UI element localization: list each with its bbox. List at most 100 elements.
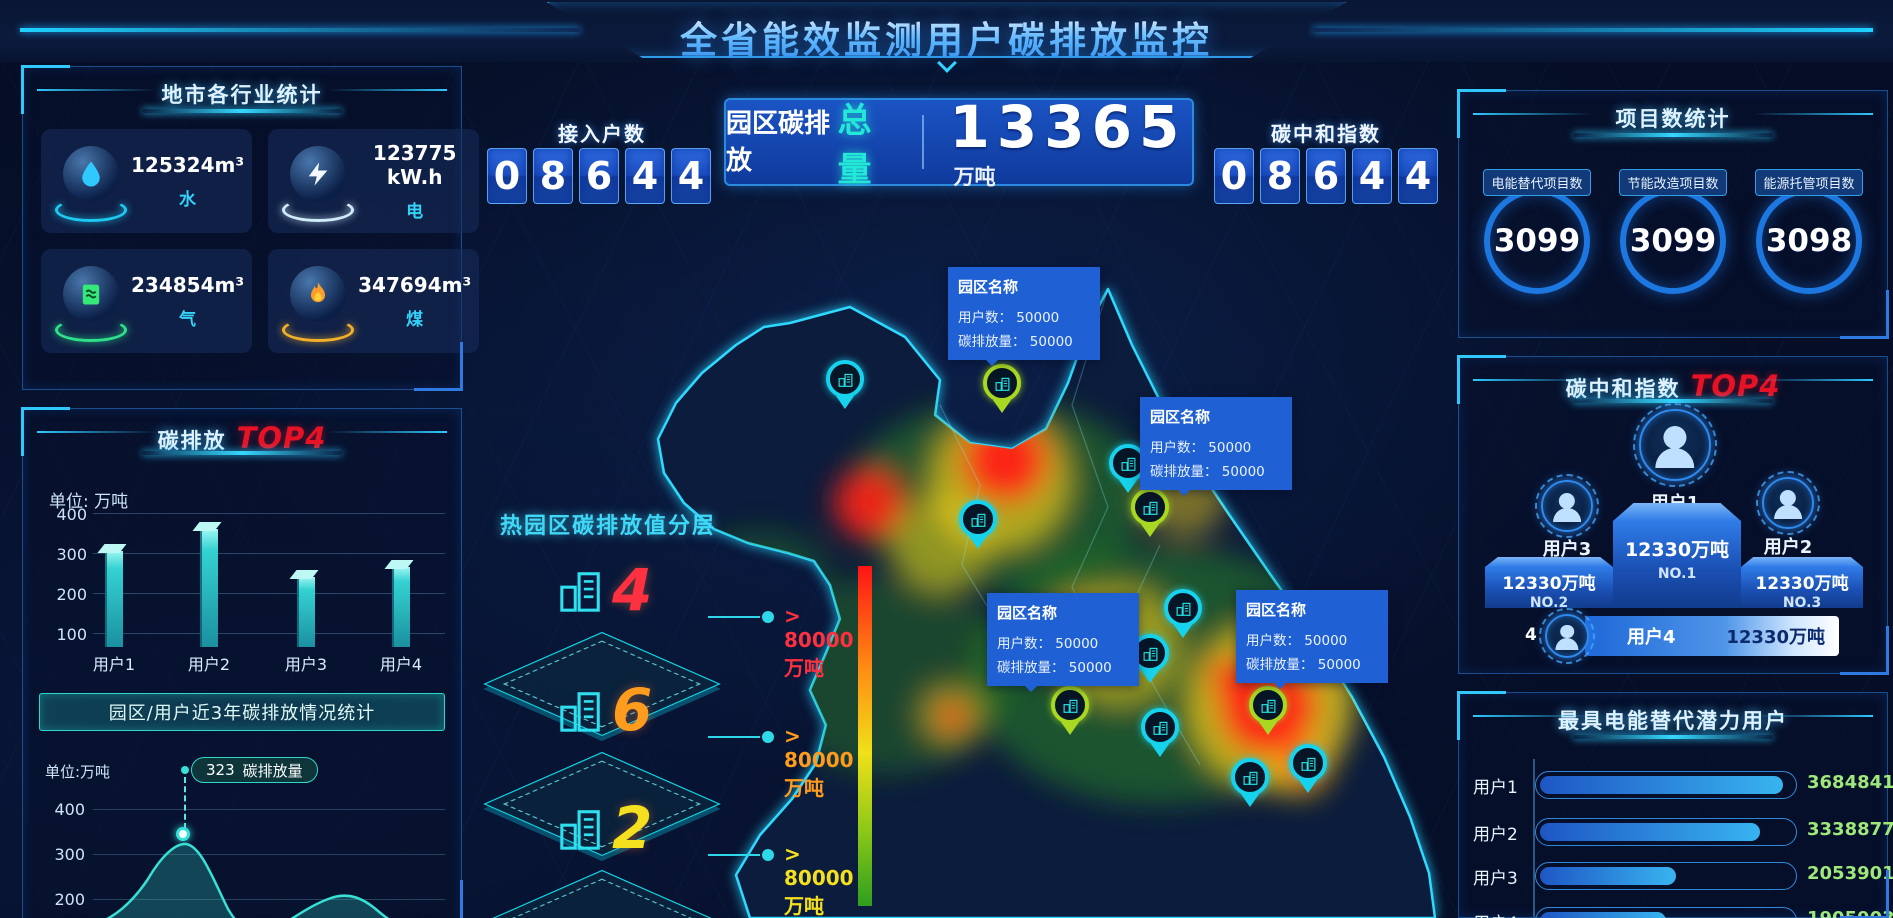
x-label: 用户4 (379, 655, 423, 674)
gridline (93, 593, 445, 594)
rank3-value: 12330万吨 (1755, 574, 1849, 594)
bar-fill (1540, 867, 1676, 885)
y-tick: 200 (56, 585, 87, 604)
water-drop-icon (63, 146, 119, 202)
stat-label: 水 (179, 189, 197, 210)
row-value: 1905903 (1807, 908, 1893, 918)
gridline (93, 854, 445, 855)
layer-count: 4 (612, 556, 653, 624)
y-tick: 400 (54, 800, 85, 819)
potential-row: 用户3 2053901 (1459, 856, 1893, 896)
panel-emission-top4: 碳排放 TOP4 单位: 万吨 400 300 200 100 用户1 用户2 用… (21, 407, 463, 918)
marker-label: 碳排放量 (242, 761, 303, 780)
stat-card-coal: 347694m³ 煤 (268, 249, 480, 353)
x-label: 用户1 (92, 655, 136, 674)
row-value: 3684841 (1807, 772, 1893, 793)
panel-industry-stats: 地市各行业统计 125324m³ 水 123775 kW.h 电 (21, 65, 480, 391)
project-circle: 3099 (1620, 188, 1726, 294)
rank1-value: 12330万吨 (1624, 539, 1730, 561)
bar-chart-unit: 单位: 万吨 (49, 492, 129, 512)
gridline (93, 633, 445, 634)
access-count-digits: 0 8 6 4 4 (487, 148, 711, 204)
y-tick: 100 (56, 625, 87, 644)
history-stats-button[interactable]: 园区/用户近3年碳排放情况统计 (39, 693, 445, 731)
map-pin[interactable] (1131, 488, 1169, 526)
building-icon (558, 568, 604, 618)
layer-count: 2 (612, 794, 653, 862)
rank1-rank: NO.1 (1657, 566, 1697, 582)
map-pin[interactable] (1249, 686, 1287, 724)
project-circle: 3099 (1484, 188, 1590, 294)
divider (921, 115, 924, 169)
park-tooltip: 园区名称 用户数： 50000 碳排放量： 50000 (987, 593, 1139, 692)
park-tooltip: 园区名称 用户数： 50000 碳排放量： 50000 (1236, 590, 1388, 689)
project-stat: 节能改造项目数 3099 (1607, 169, 1739, 294)
potential-row: 用户1 3684841 (1459, 765, 1893, 805)
heat-layer-1: 4 > 80000万吨 (483, 556, 870, 737)
project-value: 3098 (1765, 223, 1853, 259)
area-marker-tooltip: 323 碳排放量 (191, 757, 318, 783)
connector-line (708, 736, 760, 738)
total-prefix: 园区碳排放 (726, 109, 831, 176)
layer-platform (483, 869, 721, 918)
rank4-row: 用户4 12330万吨 (1585, 616, 1839, 656)
stat-label: 电 (406, 201, 424, 222)
rank4-value: 12330万吨 (1726, 627, 1825, 648)
tooltip-title: 园区名称 (1150, 408, 1211, 426)
avatar-rank4 (1539, 608, 1595, 664)
row-user: 用户4 (1473, 909, 1518, 918)
page-title: 全省能效监测用户碳排放监控 (680, 10, 1213, 64)
connector-line (708, 616, 760, 618)
map-pin[interactable] (983, 364, 1021, 402)
map-pin[interactable] (1164, 589, 1202, 627)
bar-track (1535, 818, 1797, 846)
gas-meter-icon (63, 266, 119, 322)
top4-highlight: TOP4 (1690, 369, 1781, 403)
rank4-user: 用户4 (1627, 627, 1676, 648)
neutral-index-label: 碳中和指数 (1271, 122, 1381, 146)
x-label: 用户3 (284, 655, 328, 674)
panel-title: 最具电能替代潜力用户 (1558, 709, 1788, 733)
heat-layer-2: 6 > 80000万吨 (483, 676, 870, 857)
map-pin[interactable] (1231, 758, 1269, 796)
connector-line (708, 854, 760, 856)
heat-legend-title: 热园区碳排放值分层 (500, 514, 717, 539)
total-emission-panel: 园区碳排放 总量 13365 万吨 (724, 93, 1194, 190)
header-left-decoration (20, 28, 580, 32)
project-value: 3099 (1493, 223, 1581, 259)
avatar-rank2 (1535, 474, 1599, 538)
map-pin[interactable] (1289, 744, 1327, 782)
panel-project-stats: 项目数统计 电能替代项目数 3099 节能改造项目数 3099 能源托管项目数 … (1457, 89, 1889, 339)
layer-threshold: > 80000万吨 (784, 604, 854, 680)
project-circle: 3098 (1756, 188, 1862, 294)
map-pin[interactable] (826, 360, 864, 398)
bar-track (1535, 907, 1797, 918)
marker-value: 323 (206, 761, 235, 779)
layer-count: 6 (612, 676, 653, 744)
layer-threshold: > 80000万吨 (784, 724, 854, 800)
heat-color-scale (858, 566, 872, 906)
gridline (93, 513, 445, 514)
map-pin[interactable] (959, 500, 997, 538)
y-tick: 300 (56, 545, 87, 564)
park-tooltip: 园区名称 用户数： 50000 碳排放量： 50000 (948, 267, 1100, 366)
project-label: 节能改造项目数 (1619, 169, 1727, 196)
connector-dot (762, 849, 774, 861)
project-stat: 电能替代项目数 3099 (1471, 169, 1603, 294)
bar-user4 (392, 567, 410, 647)
map-pin[interactable] (1051, 686, 1089, 724)
digit-box: 6 (579, 148, 619, 204)
tooltip-title: 园区名称 (958, 278, 1019, 296)
map-pin[interactable] (1141, 708, 1179, 746)
project-stat: 能源托管项目数 3098 (1743, 169, 1875, 294)
marker-dash-line (184, 777, 186, 829)
heat-layer-3: 2 > 80000万吨 (483, 794, 870, 918)
stat-label: 气 (179, 309, 197, 330)
podium-first: 12330万吨 NO.1 (1613, 521, 1741, 608)
avatar-rank1 (1633, 403, 1717, 487)
digit-box: 6 (1306, 148, 1346, 204)
lightning-icon (290, 146, 347, 202)
potential-row: 用户4 1905903 (1459, 901, 1893, 918)
building-icon (558, 688, 604, 738)
